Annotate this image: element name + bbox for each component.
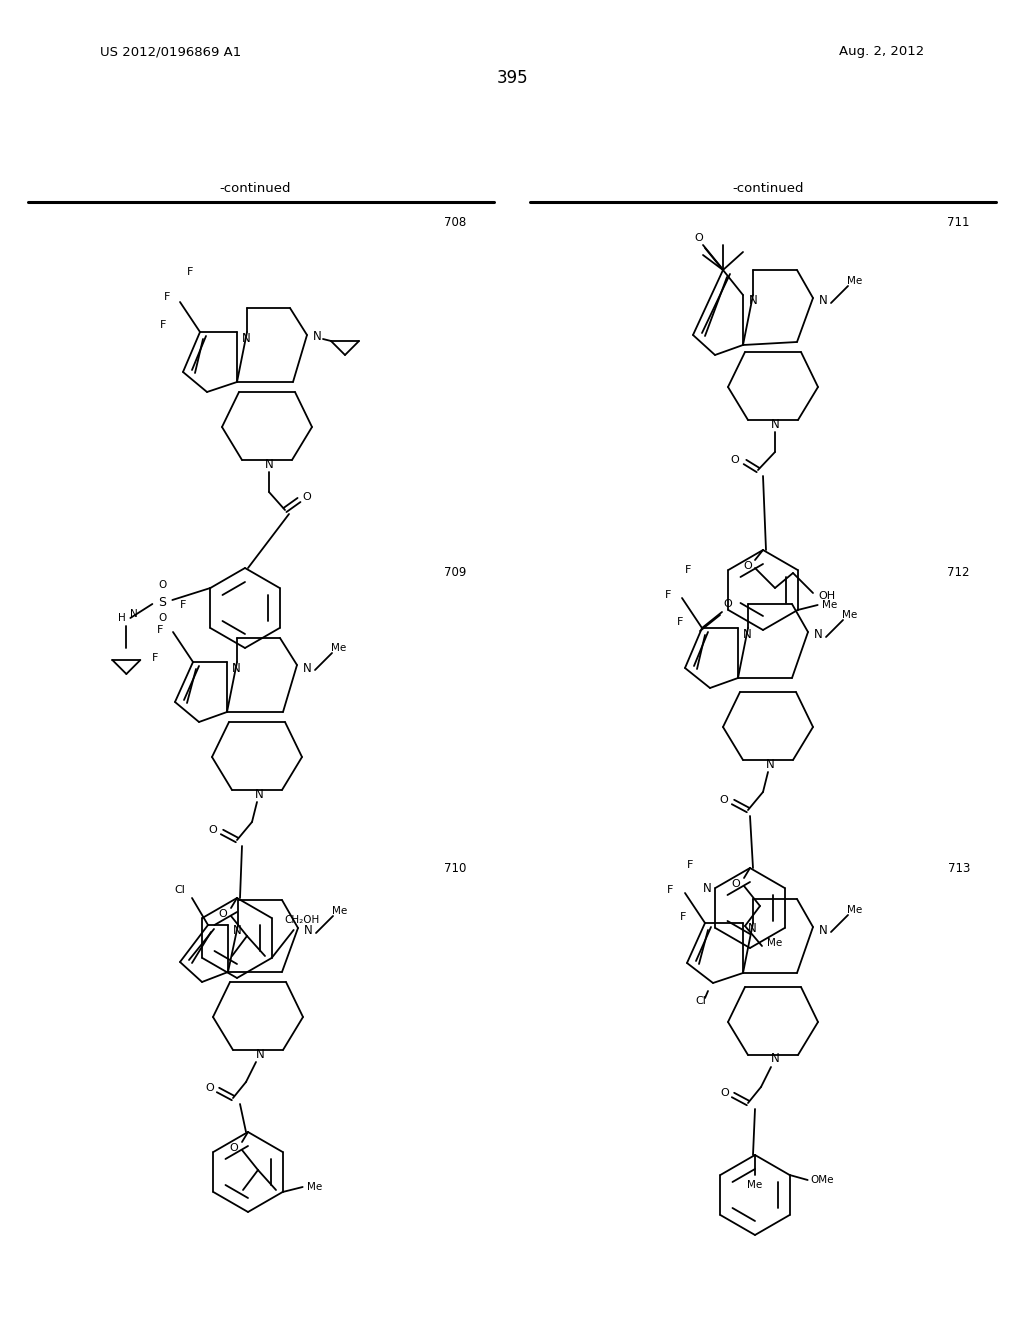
Text: F: F [667, 884, 673, 895]
Text: Cl: Cl [695, 997, 707, 1006]
Text: N: N [231, 661, 241, 675]
Text: 713: 713 [947, 862, 970, 874]
Text: O: O [721, 1088, 729, 1098]
Text: O: O [209, 825, 217, 836]
Text: O: O [724, 599, 732, 609]
Text: N: N [766, 758, 774, 771]
Text: CH₂OH: CH₂OH [284, 915, 319, 925]
Text: F: F [152, 653, 158, 663]
Text: 712: 712 [947, 565, 970, 578]
Text: O: O [159, 579, 167, 590]
Text: F: F [157, 624, 163, 635]
Text: N: N [749, 294, 758, 308]
Text: N: N [304, 924, 312, 937]
Text: Me: Me [843, 610, 858, 620]
Text: F: F [164, 292, 170, 302]
Text: O: O [206, 1082, 214, 1093]
Text: Me: Me [332, 643, 347, 653]
Text: F: F [160, 319, 166, 330]
Text: N: N [703, 882, 712, 895]
Text: O: O [159, 612, 167, 623]
Text: N: N [232, 924, 242, 937]
Text: N: N [303, 661, 311, 675]
Text: N: N [312, 330, 322, 343]
Text: Cl: Cl [174, 884, 185, 895]
Text: N: N [264, 458, 273, 470]
Text: OH: OH [818, 591, 836, 601]
Text: -continued: -continued [219, 181, 291, 194]
Text: F: F [665, 590, 671, 601]
Text: H: H [119, 612, 126, 623]
Text: 710: 710 [443, 862, 466, 874]
Text: O: O [219, 909, 227, 919]
Text: N: N [818, 924, 827, 936]
Text: US 2012/0196869 A1: US 2012/0196869 A1 [100, 45, 242, 58]
Text: Me: Me [822, 601, 838, 610]
Text: O: O [694, 234, 703, 243]
Text: O: O [731, 879, 740, 888]
Text: N: N [256, 1048, 264, 1060]
Text: O: O [743, 561, 753, 572]
Text: N: N [771, 1052, 779, 1065]
Text: F: F [685, 565, 691, 576]
Text: Me: Me [767, 939, 782, 948]
Text: N: N [242, 331, 251, 345]
Text: -continued: -continued [732, 181, 804, 194]
Text: O: O [229, 1143, 239, 1152]
Text: F: F [186, 267, 194, 277]
Text: N: N [818, 294, 827, 308]
Text: N: N [130, 609, 138, 619]
Text: Me: Me [333, 906, 347, 916]
Text: F: F [180, 601, 186, 610]
Text: O: O [731, 455, 739, 465]
Text: 708: 708 [443, 215, 466, 228]
Text: Me: Me [748, 1180, 763, 1191]
Text: N: N [255, 788, 263, 800]
Text: N: N [742, 627, 752, 640]
Text: S: S [159, 595, 166, 609]
Text: O: O [720, 795, 728, 805]
Text: O: O [303, 492, 311, 502]
Text: 709: 709 [443, 565, 466, 578]
Text: Me: Me [848, 276, 862, 286]
Text: F: F [680, 912, 686, 921]
Text: F: F [687, 861, 693, 870]
Text: 711: 711 [947, 215, 970, 228]
Text: N: N [771, 417, 779, 430]
Text: N: N [748, 923, 757, 936]
Text: F: F [677, 616, 683, 627]
Text: Me: Me [848, 906, 862, 915]
Text: OMe: OMe [810, 1175, 834, 1185]
Text: N: N [814, 628, 822, 642]
Text: Me: Me [307, 1181, 323, 1192]
Text: 395: 395 [497, 69, 527, 87]
Text: Aug. 2, 2012: Aug. 2, 2012 [839, 45, 924, 58]
